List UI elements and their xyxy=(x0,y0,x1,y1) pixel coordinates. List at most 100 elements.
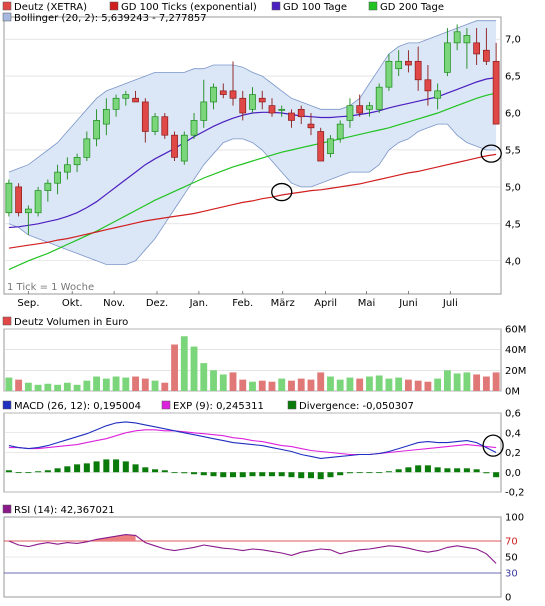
circle-annotation xyxy=(482,434,504,457)
rsi-line xyxy=(8,534,497,564)
candle xyxy=(132,90,139,103)
price-annotations xyxy=(271,144,502,202)
divergence-bar xyxy=(385,471,392,473)
candle xyxy=(356,94,364,117)
volume-bar xyxy=(434,378,442,391)
price-y-tick-label: 4,0 xyxy=(505,256,521,267)
legend-label-deutz: Deutz (XETRA) xyxy=(14,2,87,13)
volume-bar xyxy=(200,363,208,391)
divergence-bar xyxy=(15,472,22,474)
divergence-bar xyxy=(210,472,217,477)
macd-y-tick-label: 0,6 xyxy=(505,409,521,420)
divergence-bar xyxy=(268,472,276,477)
candle-body xyxy=(366,105,373,110)
exp-legend-label: EXP (9): 0,245311 xyxy=(173,401,264,412)
candle-body xyxy=(63,164,71,173)
month-label: Okt. xyxy=(62,298,83,309)
divergence-bar xyxy=(395,469,402,473)
candle-body xyxy=(34,190,42,214)
rsi-y-tick-label: 30 xyxy=(505,569,518,580)
candle-body xyxy=(278,108,286,111)
legend-label-gd200-tage: GD 200 Tage xyxy=(380,2,444,13)
candle-body xyxy=(102,108,110,125)
volume-bar xyxy=(34,384,42,391)
volume-y-axis: 0M 20M 40M 60M xyxy=(505,325,526,398)
rsi-legend-label: RSI (14): 42,367021 xyxy=(14,505,115,516)
volume-bar xyxy=(366,376,373,391)
candle-body xyxy=(171,134,178,158)
volume-bar xyxy=(249,381,256,391)
candle-body xyxy=(307,123,315,129)
divergence-bar xyxy=(483,472,490,474)
divergence-bar xyxy=(122,461,129,473)
candle xyxy=(278,105,286,117)
candle xyxy=(327,135,334,158)
candle xyxy=(297,105,305,125)
divergence-bar xyxy=(327,472,334,478)
candle xyxy=(112,94,120,117)
month-label: März xyxy=(271,298,295,309)
price-panel: 4,0 4,5 5,0 5,5 6,0 6,5 7,0 Sep. Okt. Nov. Dez. Ja… xyxy=(2,1,521,309)
month-label: Mai xyxy=(358,298,376,309)
divergence-bar xyxy=(356,472,363,474)
candle xyxy=(54,164,61,195)
volume-bar xyxy=(405,379,412,391)
divergence-bar xyxy=(376,472,383,474)
volume-bar xyxy=(219,374,227,391)
volume-bar xyxy=(229,372,237,391)
candle-body xyxy=(210,86,217,103)
candle xyxy=(5,179,13,217)
volume-bar xyxy=(268,381,276,391)
legend-label-gd100-ticks: GD 100 Ticks (exponential) xyxy=(121,2,257,13)
volume-bar xyxy=(258,380,266,391)
divergence-bar xyxy=(463,468,470,473)
volume-bar xyxy=(190,346,198,391)
candle-body xyxy=(132,97,139,103)
divergence-bar xyxy=(346,472,353,474)
volume-bar xyxy=(63,382,71,391)
volume-bar xyxy=(385,378,393,391)
candle-body xyxy=(375,86,383,110)
month-label: Sep. xyxy=(17,298,39,309)
candle-body xyxy=(453,31,461,44)
divergence-bar xyxy=(239,472,246,478)
circle-annotation xyxy=(480,144,502,163)
candle-body xyxy=(492,60,500,125)
candle-body xyxy=(249,94,256,110)
candle xyxy=(414,46,422,91)
month-label: Nov. xyxy=(103,298,125,309)
candle xyxy=(171,131,178,162)
bollinger-upper-line xyxy=(8,20,497,173)
month-label: Dez. xyxy=(146,298,168,309)
divergence-bar xyxy=(415,465,422,473)
macd-y-axis: -0,2 0,0 0,2 0,4 0,6 xyxy=(505,409,525,499)
candle xyxy=(434,83,442,110)
volume-bar xyxy=(307,379,315,391)
divergence-bar xyxy=(171,472,178,474)
volume-y-tick-label: 60M xyxy=(505,325,526,336)
candle xyxy=(258,90,266,110)
rsi-y-tick-label: 100 xyxy=(505,513,524,524)
candle-body xyxy=(288,112,295,121)
candle-body xyxy=(161,116,169,136)
candle-body xyxy=(385,60,393,88)
price-legend: Deutz (XETRA) GD 100 Ticks (exponential)… xyxy=(2,1,444,24)
divergence-bar xyxy=(161,470,168,473)
candle-body xyxy=(44,182,52,191)
divergence-bar xyxy=(103,459,110,473)
candle-body xyxy=(463,35,471,44)
candle xyxy=(453,24,461,51)
volume-bar xyxy=(93,376,100,391)
divergence-bar xyxy=(83,463,90,473)
divergence-bar xyxy=(473,469,480,473)
legend-swatch-gd200-tage xyxy=(368,1,378,11)
candle-body xyxy=(356,105,364,114)
candle-body xyxy=(229,90,237,99)
volume-bar xyxy=(15,379,23,391)
candle xyxy=(15,183,22,217)
rsi-y-tick-label: 70 xyxy=(505,537,518,548)
volume-bar xyxy=(482,376,490,391)
exp-line xyxy=(8,429,497,456)
macd-y-tick-label: 0,4 xyxy=(505,428,521,439)
